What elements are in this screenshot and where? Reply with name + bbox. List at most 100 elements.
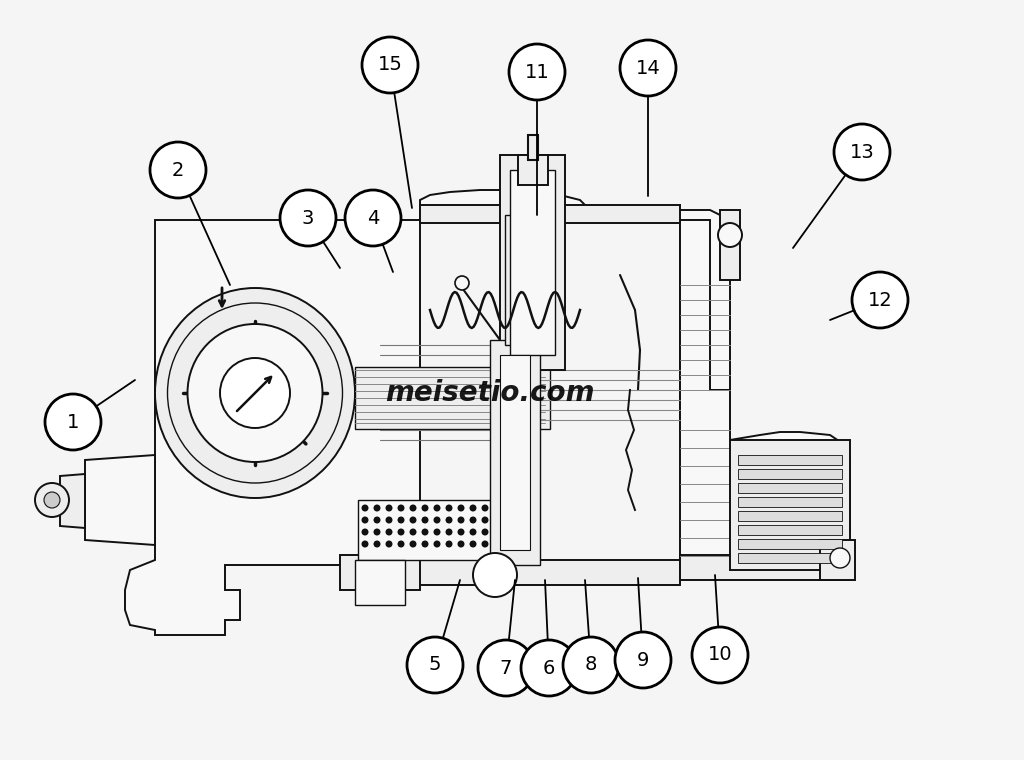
Circle shape (410, 517, 417, 524)
Circle shape (481, 505, 488, 511)
Polygon shape (680, 220, 850, 575)
Circle shape (445, 528, 453, 536)
Bar (500, 155, 565, 370)
Text: 8: 8 (585, 655, 597, 675)
Bar (720, 210, 740, 280)
Circle shape (361, 517, 369, 524)
Ellipse shape (155, 288, 355, 498)
Bar (528, 135, 538, 160)
Bar (738, 525, 842, 535)
Circle shape (35, 483, 69, 517)
Circle shape (469, 505, 476, 511)
Circle shape (521, 640, 577, 696)
Circle shape (385, 540, 392, 547)
Circle shape (433, 540, 440, 547)
Bar (730, 440, 850, 570)
Circle shape (458, 528, 465, 536)
Bar (738, 511, 842, 521)
Ellipse shape (187, 324, 323, 462)
Bar (820, 540, 855, 580)
Circle shape (458, 505, 465, 511)
Text: 15: 15 (378, 55, 402, 74)
Circle shape (422, 540, 428, 547)
Circle shape (220, 358, 290, 428)
Circle shape (407, 637, 463, 693)
Circle shape (361, 528, 369, 536)
Circle shape (374, 540, 381, 547)
Bar (355, 560, 406, 605)
Circle shape (620, 40, 676, 96)
Text: 2: 2 (172, 160, 184, 179)
Circle shape (445, 540, 453, 547)
Bar (738, 539, 842, 549)
Circle shape (374, 517, 381, 524)
Text: 4: 4 (367, 208, 379, 227)
Circle shape (718, 223, 742, 247)
Circle shape (458, 517, 465, 524)
Bar (500, 355, 530, 550)
Text: 3: 3 (302, 208, 314, 227)
Circle shape (433, 517, 440, 524)
Text: 14: 14 (636, 59, 660, 78)
Circle shape (45, 394, 101, 450)
Bar (738, 497, 842, 507)
Circle shape (385, 528, 392, 536)
Text: 10: 10 (708, 645, 732, 664)
Polygon shape (85, 455, 155, 545)
Circle shape (481, 528, 488, 536)
Circle shape (44, 492, 60, 508)
Circle shape (455, 276, 469, 290)
Circle shape (852, 272, 908, 328)
Bar (420, 205, 680, 223)
Circle shape (445, 505, 453, 511)
Circle shape (469, 528, 476, 536)
Circle shape (834, 124, 890, 180)
Bar (680, 555, 850, 580)
Circle shape (361, 505, 369, 511)
Bar (350, 560, 680, 585)
Bar (490, 340, 540, 565)
Circle shape (469, 540, 476, 547)
Circle shape (280, 190, 336, 246)
Circle shape (433, 528, 440, 536)
Circle shape (410, 528, 417, 536)
Circle shape (422, 528, 428, 536)
Bar (355, 367, 550, 429)
Bar (738, 553, 842, 563)
Text: meisetio.com: meisetio.com (385, 379, 595, 407)
Bar (505, 215, 545, 345)
Circle shape (563, 637, 618, 693)
Circle shape (422, 505, 428, 511)
Bar (340, 555, 420, 590)
Text: 7: 7 (500, 658, 512, 677)
Text: 9: 9 (637, 651, 649, 670)
Polygon shape (60, 474, 85, 528)
Circle shape (615, 632, 671, 688)
Polygon shape (125, 205, 420, 635)
Circle shape (397, 505, 404, 511)
Polygon shape (420, 190, 730, 430)
Circle shape (433, 505, 440, 511)
Text: 6: 6 (543, 658, 555, 677)
Circle shape (397, 540, 404, 547)
Bar (738, 455, 842, 465)
Text: 11: 11 (524, 62, 549, 81)
Circle shape (481, 540, 488, 547)
Circle shape (397, 528, 404, 536)
Bar (738, 469, 842, 479)
Circle shape (692, 627, 748, 683)
Bar (358, 500, 498, 560)
Bar (518, 155, 548, 185)
Circle shape (345, 190, 401, 246)
Circle shape (385, 505, 392, 511)
Circle shape (362, 37, 418, 93)
Circle shape (361, 540, 369, 547)
Circle shape (374, 505, 381, 511)
Circle shape (385, 517, 392, 524)
Circle shape (410, 540, 417, 547)
Text: 13: 13 (850, 143, 874, 162)
Text: 1: 1 (67, 413, 79, 432)
Circle shape (473, 553, 517, 597)
Circle shape (509, 44, 565, 100)
Circle shape (445, 517, 453, 524)
